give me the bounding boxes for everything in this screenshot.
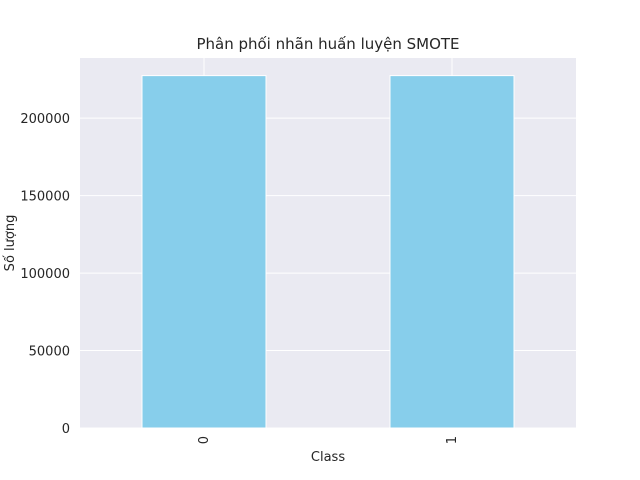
bar-class-0 [141, 75, 267, 429]
y-axis-label: Số lượng [3, 215, 18, 272]
y-tick-label: 200000 [20, 112, 70, 127]
x-axis-label: Class [311, 450, 345, 465]
bars [141, 75, 515, 429]
y-ticks: 0 50000 100000 150000 200000 [20, 112, 70, 437]
y-tick-label: 100000 [20, 267, 70, 282]
x-tick-label: 0 [197, 436, 212, 444]
x-tick-label: 1 [445, 436, 460, 444]
y-tick-label: 150000 [20, 190, 70, 205]
y-tick-label: 0 [62, 422, 70, 437]
chart-title: Phân phối nhãn huấn luyện SMOTE [196, 35, 459, 53]
y-tick-label: 50000 [29, 345, 70, 360]
bar-class-1 [389, 75, 515, 429]
